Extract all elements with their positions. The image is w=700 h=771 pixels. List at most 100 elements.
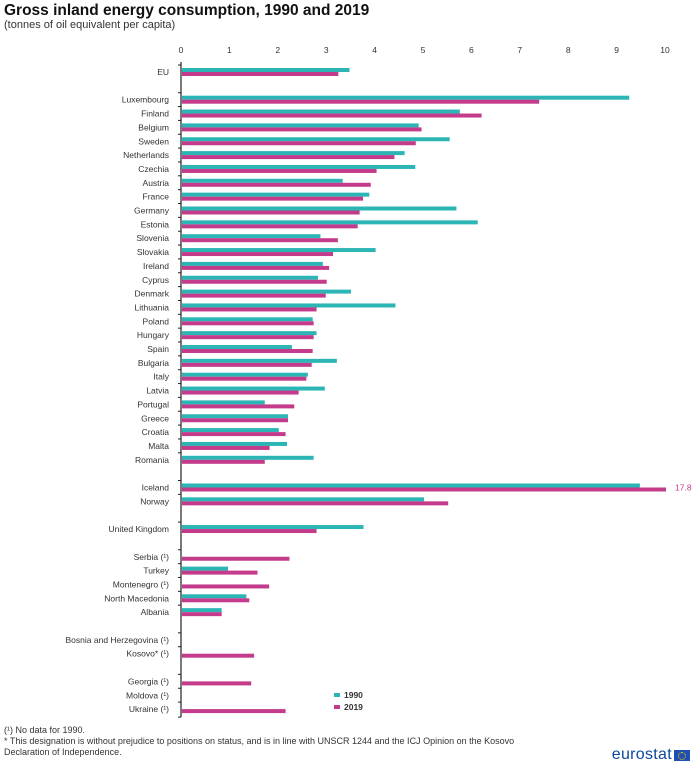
bar-2019: [182, 556, 290, 561]
category-label: Albania: [141, 607, 170, 617]
bar-2019: [182, 293, 326, 298]
category-label: Bulgaria: [138, 358, 169, 368]
category-label: Turkey: [143, 566, 169, 576]
bar-1990: [182, 95, 630, 100]
category-label: Romania: [135, 455, 169, 465]
category-label: Luxembourg: [122, 95, 170, 105]
chart-title: Gross inland energy consumption, 1990 an…: [4, 2, 370, 19]
bar-2019: [182, 72, 339, 76]
category-label: Latvia: [146, 386, 169, 396]
category-label: Spain: [147, 344, 169, 354]
bar-1990: [182, 345, 292, 349]
bar-1990: [182, 123, 419, 128]
category-label: Sweden: [138, 136, 169, 146]
legend-swatch-1990: [334, 693, 340, 697]
category-label: Malta: [148, 441, 169, 451]
bar-1990: [182, 525, 364, 530]
bar-1990: [182, 566, 228, 571]
x-tick-label: 10: [660, 45, 670, 55]
bar-1990: [182, 289, 351, 294]
bar-2019: [182, 653, 255, 658]
category-label: Belgium: [138, 122, 169, 132]
category-label: Slovakia: [137, 247, 169, 257]
chart-subtitle: (tonnes of oil equivalent per capita): [4, 19, 176, 31]
x-tick-label: 5: [421, 45, 426, 55]
bar-1990: [182, 248, 376, 253]
bar-2019: [182, 709, 286, 714]
x-tick-label: 1: [227, 45, 232, 55]
category-label: Iceland: [142, 483, 170, 493]
bar-1990: [182, 68, 350, 72]
bar-2019: [182, 196, 364, 201]
x-tick-label: 8: [566, 45, 571, 55]
category-label: Georgia (¹): [128, 676, 169, 686]
category-label: Cyprus: [142, 275, 169, 285]
bar-2019: [182, 376, 307, 381]
bar-2019: [182, 279, 327, 284]
bar-1990: [182, 206, 457, 211]
bar-1990: [182, 331, 317, 336]
bar-1990: [182, 317, 313, 322]
category-label: France: [143, 192, 170, 202]
bar-2019: [182, 265, 330, 270]
bar-1990: [182, 414, 288, 419]
category-label: EU: [157, 67, 169, 77]
bar-2019: [182, 252, 334, 257]
bar-2019: [182, 612, 222, 617]
bar-2019: [182, 362, 312, 367]
bar-1990: [182, 151, 405, 156]
bar-2019: [182, 182, 371, 187]
x-tick-label: 7: [517, 45, 522, 55]
bar-2019: [182, 155, 395, 160]
bar-2019: [182, 224, 358, 229]
bar-1990: [182, 372, 308, 377]
bar-2019: [182, 529, 317, 534]
x-tick-label: 3: [324, 45, 329, 55]
bar-2019: [182, 307, 317, 312]
bar-2019: [182, 459, 265, 464]
category-label: Lithuania: [134, 302, 169, 312]
category-label: Greece: [141, 413, 169, 423]
bar-2019: [182, 418, 288, 423]
x-tick-label: 4: [372, 45, 377, 55]
category-label: Portugal: [137, 399, 169, 409]
bar-1990: [182, 261, 323, 266]
bar-2019: [182, 127, 422, 132]
category-label: Finland: [141, 109, 169, 119]
category-label: North Macedonia: [104, 593, 169, 603]
category-label: Bosnia and Herzegovina (¹): [66, 635, 170, 645]
bar-2019: [182, 570, 258, 575]
category-label: Slovenia: [136, 233, 169, 243]
bar-1990: [182, 594, 247, 599]
x-tick-label: 6: [469, 45, 474, 55]
bar-2019: [182, 238, 338, 243]
x-tick-label: 0: [179, 45, 184, 55]
bar-2019: [182, 487, 666, 492]
category-label: Ireland: [143, 261, 169, 271]
bar-1990: [182, 178, 343, 183]
category-label: Norway: [140, 496, 170, 506]
category-label: Serbia (¹): [134, 552, 170, 562]
category-label: Netherlands: [123, 150, 169, 160]
bar-2019: [182, 432, 286, 437]
x-tick-label: 2: [275, 45, 280, 55]
bar-1990: [182, 483, 640, 488]
category-label: Hungary: [137, 330, 170, 340]
eurostat-logo: eurostat: [612, 746, 690, 764]
bar-2019: [182, 404, 295, 409]
bar-1990: [182, 386, 325, 391]
bar-1990: [182, 192, 370, 197]
bar-1990: [182, 441, 288, 446]
footnote-kosovo: * This designation is without prejudice …: [4, 736, 515, 746]
bar-2019: [182, 335, 314, 340]
category-label: Czechia: [138, 164, 169, 174]
bar-1990: [182, 164, 416, 169]
bar-2019: [182, 584, 270, 589]
bar-1990: [182, 400, 265, 405]
category-label: Montenegro (¹): [113, 579, 169, 589]
bar-2019: [182, 501, 449, 506]
bar-1990: [182, 234, 321, 239]
legend-label-1990: 1990: [344, 690, 363, 700]
category-label: Kosovo* (¹): [126, 649, 169, 659]
